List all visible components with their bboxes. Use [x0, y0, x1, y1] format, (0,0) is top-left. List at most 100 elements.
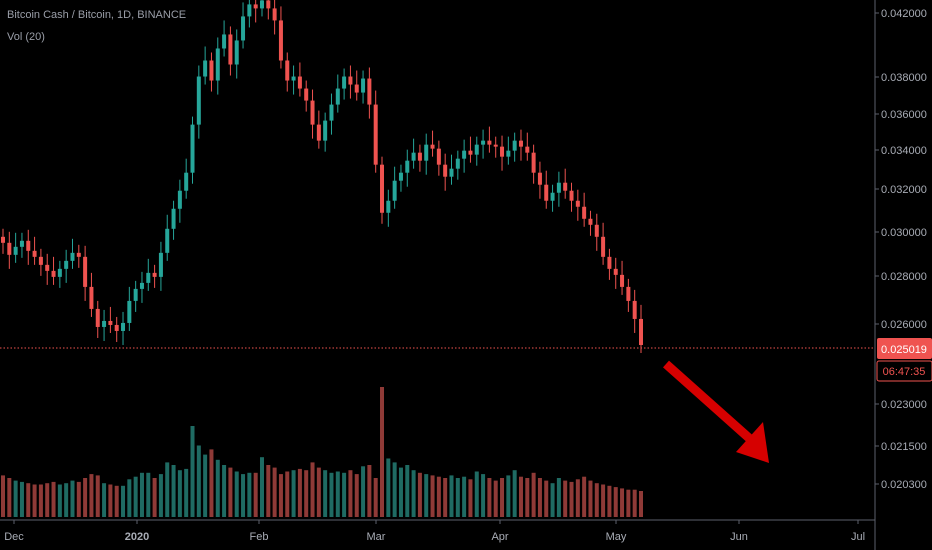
- volume-bar: [563, 480, 568, 517]
- candle: [64, 249, 69, 283]
- volume-bar: [158, 474, 163, 517]
- volume-bar: [247, 472, 252, 517]
- volume-bar: [329, 472, 334, 517]
- candle: [639, 304, 643, 354]
- candle: [278, 6, 283, 69]
- volume-bar: [190, 426, 195, 517]
- time-tick-label: Jun: [730, 531, 748, 543]
- candle: [398, 164, 403, 192]
- volume-tick-label: 0.023000: [881, 399, 927, 411]
- candle: [436, 140, 441, 176]
- volume-bar: [215, 459, 220, 517]
- candle: [228, 26, 233, 76]
- volume-bar: [525, 478, 530, 517]
- down-arrow-annotation: [663, 360, 769, 463]
- candle: [455, 150, 460, 180]
- volume-bar: [196, 445, 201, 517]
- volume-bar: [569, 481, 574, 517]
- volume-bar: [556, 478, 561, 517]
- candle: [316, 110, 321, 149]
- volume-bar: [70, 480, 75, 517]
- price-tick-label: 0.038000: [881, 72, 927, 84]
- volume-bar: [297, 468, 302, 517]
- candle: [38, 248, 43, 276]
- volume-bar: [588, 480, 593, 517]
- volume-bar: [512, 470, 517, 517]
- candle: [582, 192, 587, 227]
- volume-bar: [493, 480, 498, 517]
- candle: [95, 300, 100, 338]
- price-tick-label: 0.042000: [881, 8, 927, 20]
- volume-bar: [184, 468, 189, 517]
- candle: [70, 238, 75, 269]
- volume-bar: [209, 449, 214, 517]
- time-tick-label: Jul: [851, 531, 865, 543]
- volume-bar: [468, 479, 473, 517]
- time-tick-label: Apr: [491, 531, 508, 543]
- candle: [209, 52, 214, 92]
- candle: [443, 153, 448, 191]
- candle: [57, 260, 62, 288]
- candle: [259, 0, 264, 17]
- volume-bar: [575, 479, 580, 517]
- candle: [184, 158, 189, 199]
- candle: [297, 62, 302, 97]
- time-tick-label: May: [606, 531, 627, 543]
- volume-bar: [613, 487, 618, 517]
- countdown-label: 06:47:35: [883, 366, 926, 378]
- candle: [405, 149, 410, 187]
- candle: [569, 182, 574, 212]
- candle: [102, 309, 107, 341]
- volume-bar: [430, 475, 435, 517]
- volume-bar: [272, 467, 277, 517]
- volume-bar: [139, 472, 144, 517]
- volume-bar: [386, 458, 391, 517]
- candle: [139, 271, 144, 303]
- volume-bar: [367, 465, 372, 517]
- volume-bar: [544, 480, 549, 517]
- candle: [481, 129, 486, 159]
- volume-bar: [278, 474, 283, 517]
- candle: [121, 311, 126, 345]
- volume-bar: [177, 470, 182, 517]
- candle: [468, 136, 473, 163]
- volume-bar: [241, 474, 246, 517]
- volume-bar: [13, 480, 18, 517]
- candle: [392, 166, 397, 209]
- candle: [354, 70, 359, 101]
- time-tick-label: Mar: [367, 531, 386, 543]
- volume-bar: [7, 478, 12, 517]
- candle: [462, 139, 467, 173]
- candle: [146, 258, 151, 291]
- volume-bar: [594, 483, 599, 517]
- volume-bar: [323, 470, 328, 517]
- candle: [525, 132, 530, 161]
- volume-bar: [481, 474, 486, 517]
- volume-bar: [582, 476, 587, 517]
- volume-bar: [626, 489, 631, 517]
- volume-bar: [316, 467, 321, 517]
- last-price-marker: 0.025019 06:47:35: [876, 338, 932, 382]
- candle: [291, 65, 296, 95]
- candle: [607, 248, 612, 280]
- volume-bar: [304, 470, 309, 517]
- volume-bar: [266, 465, 271, 517]
- candle: [506, 136, 511, 165]
- volume-bar: [310, 462, 315, 517]
- last-price-label: 0.025019: [881, 344, 927, 356]
- volume-bar: [380, 387, 385, 517]
- candle: [417, 144, 422, 172]
- candle: [430, 130, 435, 157]
- volume-indicator-label: Vol (20): [7, 31, 45, 43]
- volume-bar: [171, 465, 176, 517]
- candle: [26, 229, 31, 265]
- candle: [424, 133, 429, 175]
- candle: [190, 116, 195, 184]
- time-tick-label: Dec: [4, 531, 24, 543]
- time-tick-label: Feb: [250, 531, 269, 543]
- candle: [380, 156, 385, 224]
- volume-bar: [639, 491, 643, 517]
- time-tick-label: 2020: [125, 531, 149, 543]
